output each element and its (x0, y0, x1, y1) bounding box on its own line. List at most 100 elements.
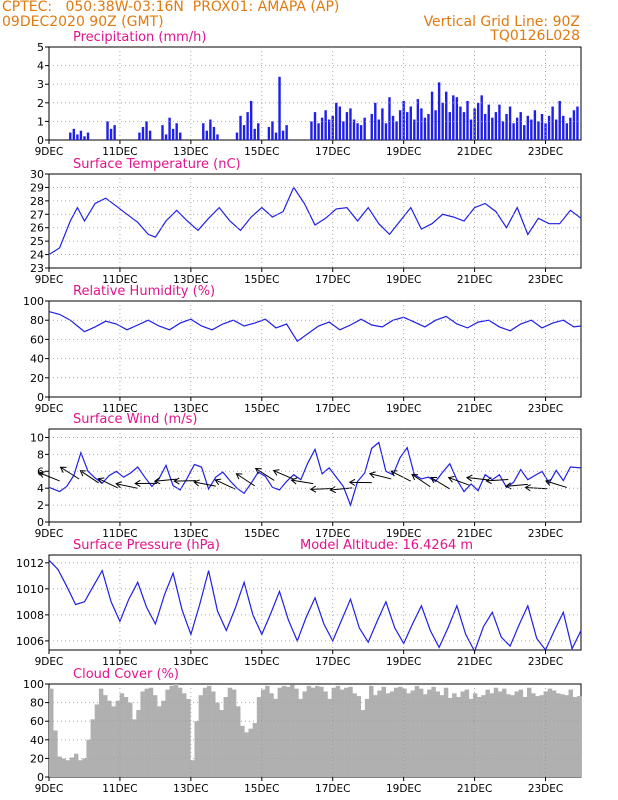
precip-bar (161, 125, 164, 140)
precip-bar (76, 134, 79, 140)
panel-title: Surface Wind (m/s) (73, 412, 197, 427)
cloud-bar (373, 695, 378, 777)
precip-bar (377, 119, 381, 140)
cloud-bar (144, 688, 150, 777)
cloud-bar (157, 706, 162, 777)
series-line (48, 186, 582, 256)
y-tick-label: 0 (37, 516, 44, 529)
precip-bar (512, 123, 515, 140)
y-axis: 1006 1008 1010 1012 (16, 557, 49, 648)
precip-bar (423, 117, 427, 140)
x-tick-label: 23DEC (528, 146, 563, 158)
precip-bar (384, 123, 388, 140)
cloud-bar (377, 690, 382, 777)
cloud-bar (290, 684, 295, 777)
wind-arrow (430, 477, 451, 490)
x-tick-label: 21DEC (457, 274, 492, 286)
grid (49, 429, 581, 522)
x-tick-label: 21DEC (457, 528, 492, 540)
precip-bar (175, 123, 178, 140)
precip-bar (249, 100, 253, 140)
precip-bar (317, 123, 320, 140)
y-axis: 0 1 2 3 4 5 (37, 41, 49, 147)
x-tick-label: 23DEC (528, 656, 563, 668)
wind-arrow-head (173, 477, 180, 485)
cloud-bar (206, 685, 212, 777)
panel-3: 0 2 4 6 8 10 9DEC 11DEC 13DEC 15DEC 17DEC 19DEC 21DE… (30, 412, 582, 540)
cloud-bar (82, 758, 87, 777)
x-tick-label: 21DEC (457, 656, 492, 668)
cloud-bar (298, 698, 303, 777)
cloud-bar (410, 690, 416, 777)
x-tick-label: 19DEC (386, 528, 421, 540)
wind-arrow-head (254, 467, 262, 475)
cloud-bar (78, 760, 83, 777)
cloud-bar (115, 700, 120, 777)
cloud-bar (294, 688, 299, 777)
precip-bar (148, 130, 152, 140)
precip-bar (363, 117, 366, 140)
precip-bar (459, 106, 462, 140)
x-tick-label: 21DEC (457, 783, 492, 795)
wind-arrow (448, 477, 470, 486)
y-tick-label: 20 (30, 752, 44, 765)
precip-bar (281, 130, 285, 140)
wind-arrow-head (447, 475, 455, 483)
precip-bar (324, 110, 327, 140)
y-tick-label: 0 (37, 771, 44, 784)
precip-bar (562, 115, 565, 140)
x-axis: 9DEC 11DEC 13DEC 15DEC 17DEC 19DEC 21DEC 23DEC (35, 268, 563, 286)
cloud-bar (49, 688, 54, 777)
precip-bar (342, 121, 345, 140)
wind-arrow (466, 477, 489, 481)
y-tick-label: 40 (30, 353, 44, 366)
cloud-bar (514, 691, 519, 777)
panel-title: Surface Temperature (nC) (73, 157, 241, 172)
x-tick-label: 13DEC (173, 783, 208, 795)
precip-bar (427, 113, 430, 140)
precip-bar (274, 132, 278, 140)
series-line (48, 311, 582, 343)
y-tick-label: 60 (30, 333, 44, 346)
y-tick-label: 3 (37, 78, 44, 91)
y-tick-label: 30 (30, 168, 44, 181)
cloud-bar (65, 760, 71, 777)
precip-bar (491, 117, 494, 140)
wind-arrow (39, 472, 60, 482)
x-tick-label: 9DEC (35, 783, 64, 795)
precip-bar (480, 95, 483, 140)
precip-bar (413, 119, 416, 140)
precip-bar (402, 100, 405, 140)
x-axis: 9DEC 11DEC 13DEC 15DEC 17DEC 19DEC 21DEC 23DEC (35, 650, 563, 668)
precip-bar (505, 113, 508, 140)
panel-title: Surface Pressure (hPa) (73, 538, 220, 553)
x-tick-label: 13DEC (173, 274, 208, 286)
series-line (48, 559, 582, 653)
cloud-bar (136, 710, 141, 777)
precip-bar (179, 132, 182, 140)
wind-arrow-head (329, 486, 336, 494)
wind-arrow-head (390, 470, 398, 477)
cloud-bar (277, 687, 283, 777)
x-tick-label: 9DEC (35, 528, 64, 540)
y-tick-label: 29 (30, 181, 44, 194)
cloud-bar (256, 697, 262, 777)
wind-arrow (236, 473, 255, 487)
precip-bar (168, 117, 171, 140)
y-tick-label: 0 (37, 391, 44, 404)
wind-arrow (116, 483, 138, 489)
cloud-bar (402, 688, 407, 777)
wind-arrow-head (411, 473, 419, 481)
x-tick-label: 15DEC (244, 528, 279, 540)
wind-arrow-head (214, 478, 222, 486)
cloud-bar (236, 706, 241, 777)
panel-0: 0 1 2 3 4 5 9DEC 11DEC 13DEC 15DEC 17DEC 19DEC 21DEC… (35, 30, 582, 158)
precip-bar (359, 125, 363, 140)
series-marks (48, 186, 582, 256)
precip-bar (469, 119, 473, 140)
wind-arrow (255, 468, 275, 481)
precip-bar (171, 128, 175, 140)
panel-5: 0 20 40 60 80 100 9DEC 11DEC 13DEC 15DEC 17DEC 19DE… (23, 667, 582, 795)
precip-bar (235, 132, 239, 140)
